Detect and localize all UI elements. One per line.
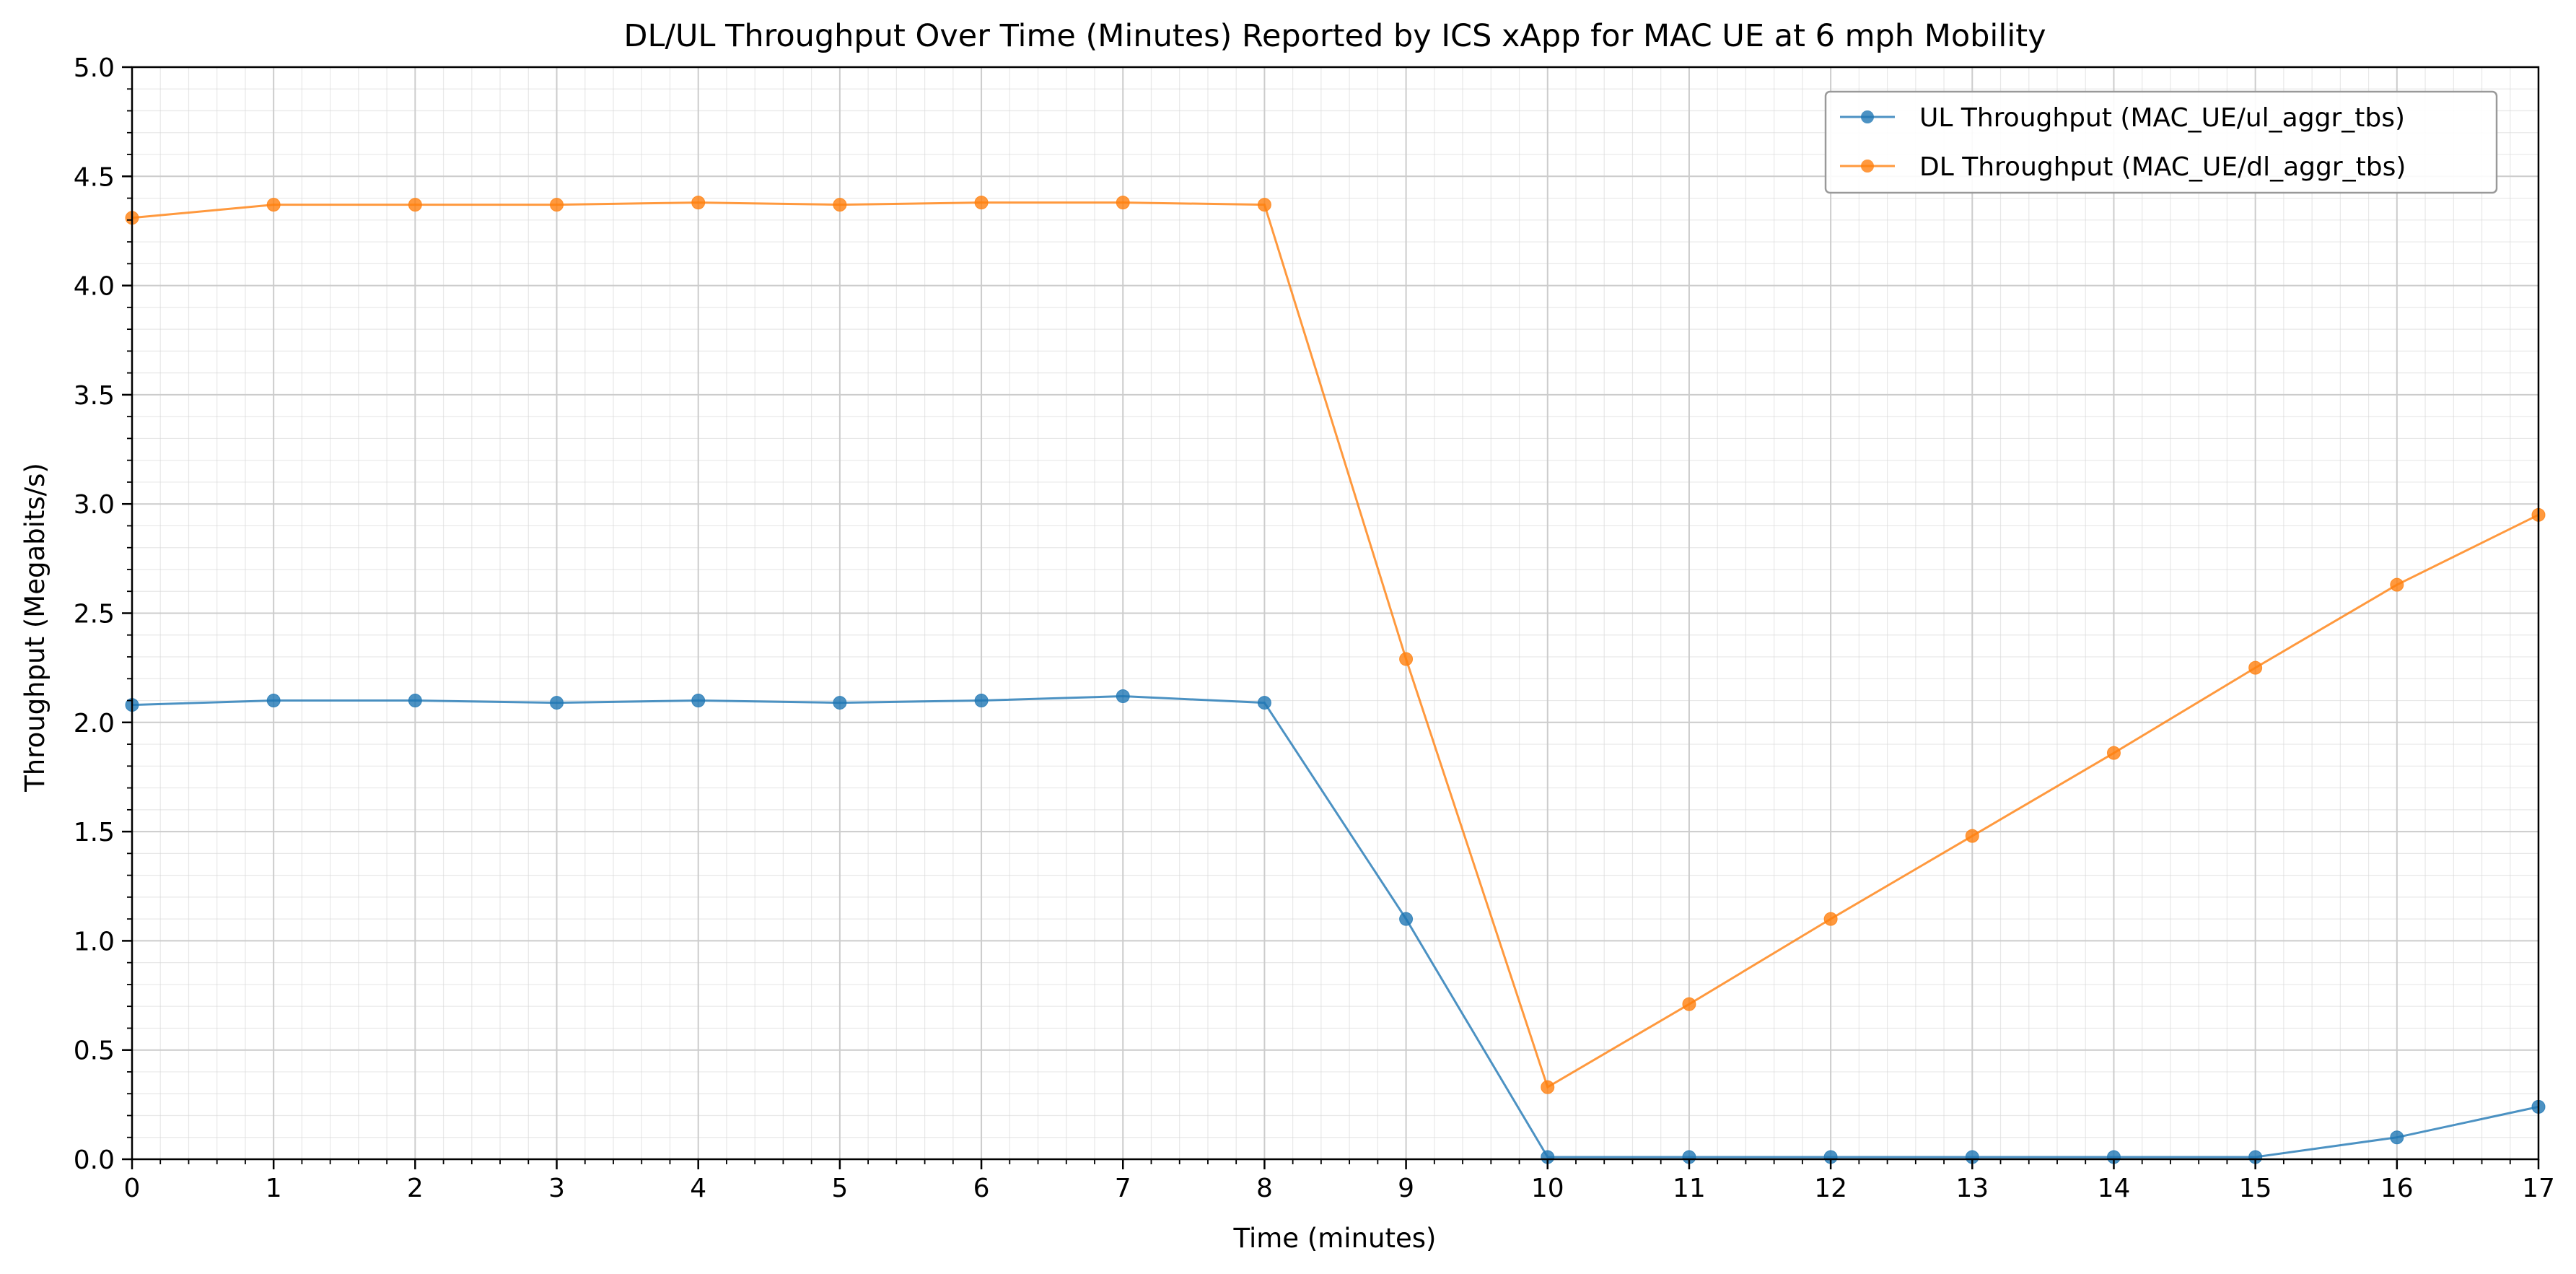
x-tick-label: 12 (1814, 1174, 1847, 1203)
data-point-ul (1399, 912, 1414, 926)
x-tick-label: 1 (266, 1174, 282, 1203)
x-tick-label: 9 (1398, 1174, 1414, 1203)
x-tick-label: 3 (548, 1174, 565, 1203)
data-point-dl (408, 198, 422, 212)
data-point-ul (1257, 696, 1271, 710)
data-point-dl (550, 198, 564, 212)
y-tick-label: 3.0 (74, 490, 115, 520)
data-point-dl (1257, 198, 1271, 212)
x-tick-label: 5 (831, 1174, 848, 1203)
data-point-ul (408, 694, 422, 708)
y-tick-label: 1.0 (74, 927, 115, 956)
x-tick-label: 15 (2239, 1174, 2272, 1203)
data-point-ul (1116, 689, 1130, 703)
chart-title: DL/UL Throughput Over Time (Minutes) Rep… (623, 18, 2046, 54)
y-tick-label: 1.5 (74, 818, 115, 847)
x-tick-label: 17 (2522, 1174, 2555, 1203)
data-point-ul (550, 696, 564, 710)
data-point-dl (833, 198, 847, 212)
x-tick-label: 0 (124, 1174, 141, 1203)
data-point-ul (2390, 1130, 2404, 1145)
x-tick-label: 8 (1256, 1174, 1273, 1203)
data-point-ul (974, 694, 989, 708)
data-point-dl (1965, 829, 1979, 843)
x-tick-label: 11 (1673, 1174, 1706, 1203)
legend-label-dl: DL Throughput (MAC_UE/dl_aggr_tbs) (1919, 152, 2406, 182)
data-point-dl (1682, 997, 1696, 1011)
x-tick-label: 14 (2098, 1174, 2131, 1203)
y-tick-label: 0.0 (74, 1146, 115, 1175)
data-point-dl (1823, 912, 1838, 926)
x-tick-label: 16 (2380, 1174, 2414, 1203)
x-tick-label: 2 (407, 1174, 424, 1203)
data-point-dl (2106, 746, 2121, 760)
x-tick-label: 6 (973, 1174, 990, 1203)
y-axis-label: Throughput (Megabits/s) (19, 463, 51, 793)
x-tick-label: 10 (1531, 1174, 1564, 1203)
x-axis-label: Time (minutes) (1233, 1223, 1437, 1254)
data-point-dl (974, 196, 989, 210)
y-tick-label: 3.5 (74, 381, 115, 411)
data-point-dl (2248, 660, 2263, 675)
data-point-dl (2390, 577, 2404, 592)
y-tick-label: 5.0 (74, 53, 115, 83)
legend-marker-dl (1861, 160, 1874, 173)
data-point-dl (1116, 196, 1130, 210)
data-point-ul (266, 694, 281, 708)
y-tick-label: 2.0 (74, 709, 115, 738)
data-point-ul (833, 696, 847, 710)
legend-label-ul: UL Throughput (MAC_UE/ul_aggr_tbs) (1919, 103, 2405, 133)
legend-marker-ul (1861, 110, 1874, 123)
legend: UL Throughput (MAC_UE/ul_aggr_tbs) DL Thr… (1824, 90, 2498, 194)
series-line-dl (131, 201, 2539, 1089)
data-point-dl (691, 196, 706, 210)
data-point-dl (1399, 652, 1414, 666)
x-tick-label: 7 (1115, 1174, 1131, 1203)
data-point-ul (691, 694, 706, 708)
data-point-dl (266, 198, 281, 212)
y-tick-label: 4.0 (74, 272, 115, 302)
series-line-ul (131, 694, 2539, 1159)
x-tick-label: 13 (1955, 1174, 1989, 1203)
legend-box (1824, 90, 2498, 194)
y-tick-label: 0.5 (74, 1037, 115, 1066)
y-tick-label: 4.5 (74, 162, 115, 192)
y-tick-label: 2.5 (74, 600, 115, 629)
x-tick-label: 4 (690, 1174, 706, 1203)
data-point-dl (1541, 1080, 1555, 1094)
